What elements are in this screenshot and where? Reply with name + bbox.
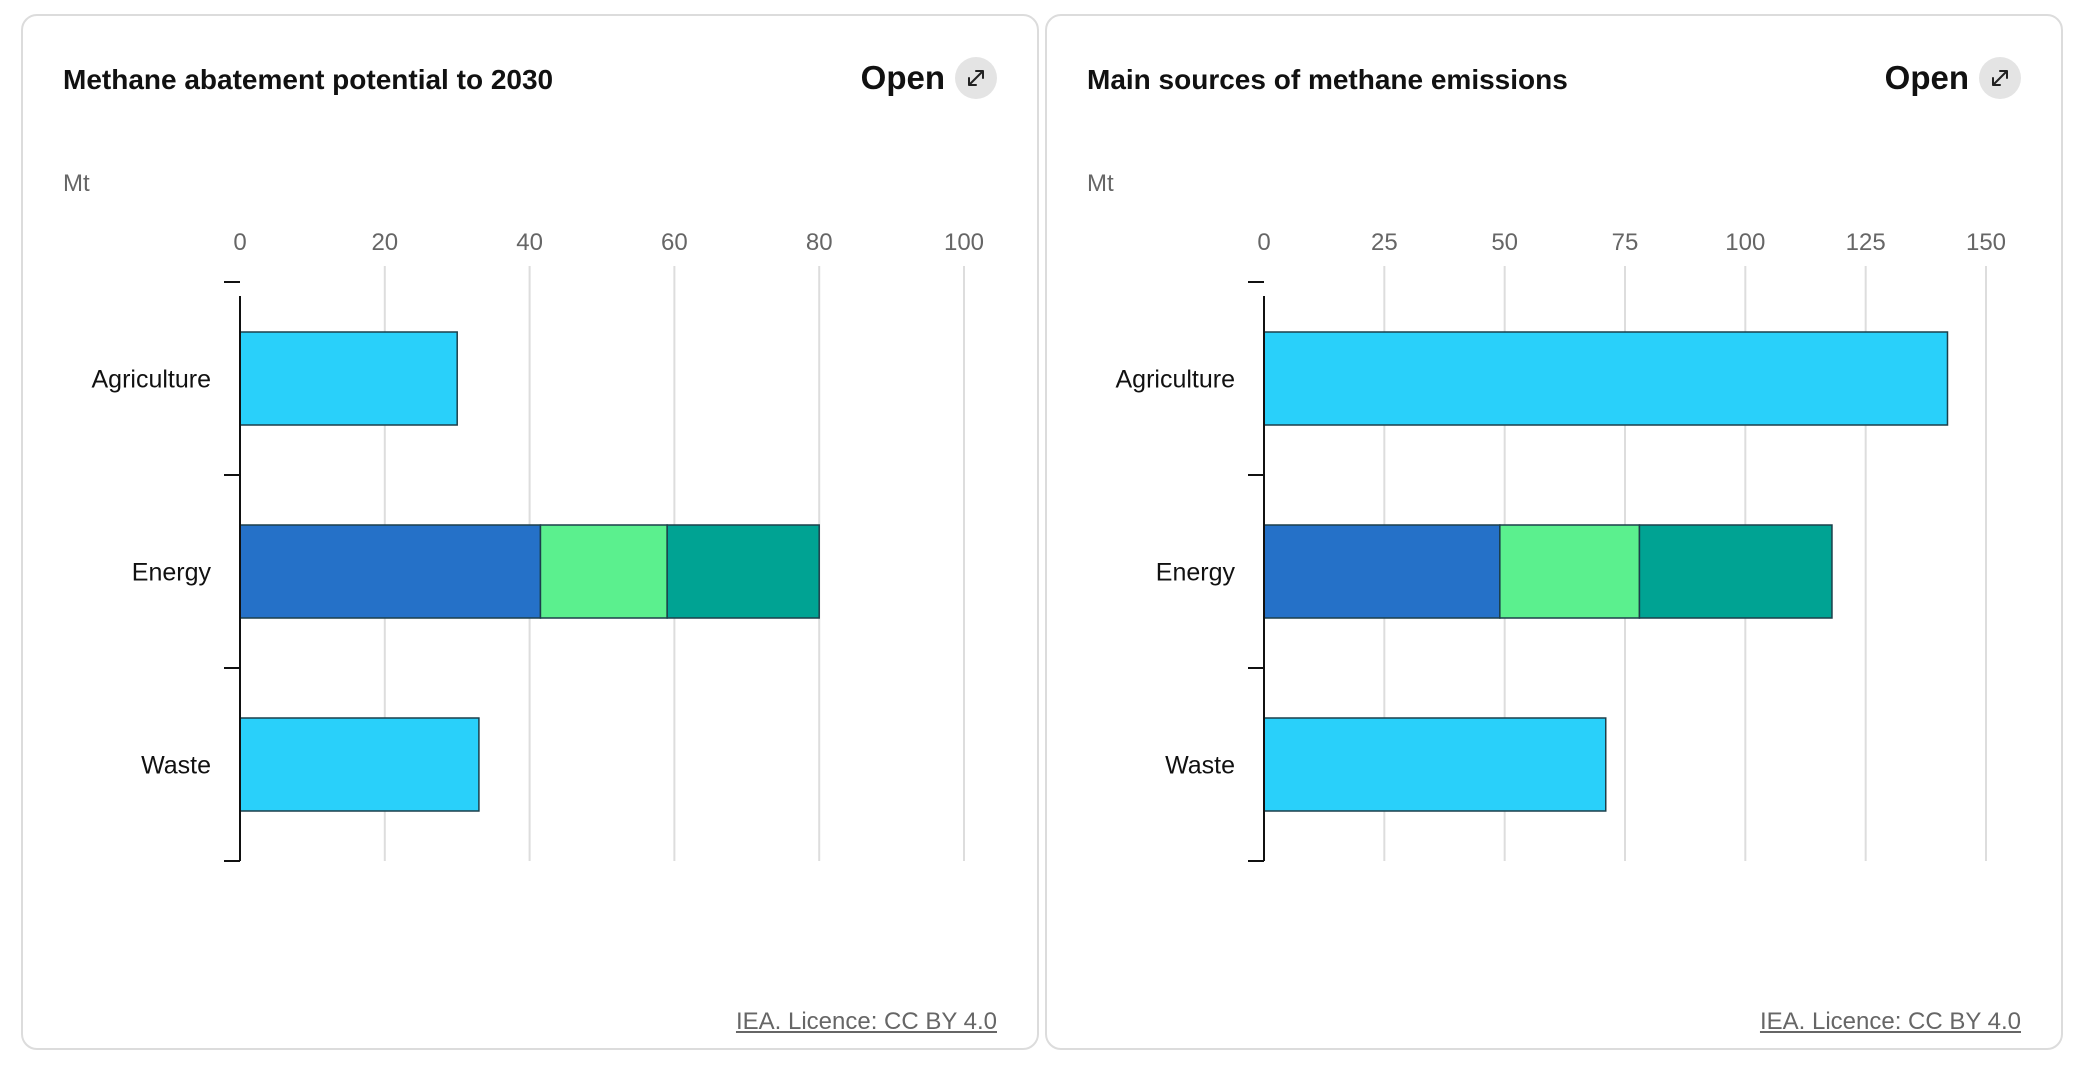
unit-label: Mt bbox=[63, 170, 90, 197]
bar-energy-segment-1 bbox=[1263, 524, 1501, 619]
expand-arrow-icon bbox=[1979, 57, 2021, 99]
y-category-label: Waste bbox=[1165, 752, 1235, 780]
x-tick-label: 50 bbox=[1491, 229, 1518, 256]
bar-waste-segment-1 bbox=[239, 717, 480, 812]
licence-link[interactable]: IEA. Licence: CC BY 4.0 bbox=[735, 1008, 997, 1035]
chart-card-sources: Main sources of methane emissions Open M… bbox=[1045, 14, 2063, 1050]
bar-agriculture-segment-1 bbox=[239, 331, 458, 426]
x-tick-label: 0 bbox=[1257, 229, 1270, 256]
y-category-label: Agriculture bbox=[92, 366, 212, 394]
bar-energy-segment-3 bbox=[666, 524, 820, 619]
x-tick-label: 20 bbox=[371, 229, 398, 256]
x-tick-label: 150 bbox=[1966, 229, 2006, 256]
licence-link[interactable]: IEA. Licence: CC BY 4.0 bbox=[1759, 1008, 2021, 1035]
open-button[interactable]: Open bbox=[1885, 56, 2021, 100]
bar-energy-segment-2 bbox=[539, 524, 668, 619]
x-tick-label: 125 bbox=[1846, 229, 1886, 256]
y-category-label: Agriculture bbox=[1116, 366, 1236, 394]
bar-energy-segment-3 bbox=[1638, 524, 1833, 619]
y-category-label: Energy bbox=[132, 559, 212, 587]
x-tick-label: 75 bbox=[1612, 229, 1639, 256]
chart-card-abatement: Methane abatement potential to 2030 Open… bbox=[21, 14, 1039, 1050]
open-label: Open bbox=[860, 59, 945, 96]
x-tick-label: 40 bbox=[516, 229, 543, 256]
open-button[interactable]: Open bbox=[861, 56, 997, 100]
x-tick-label: 100 bbox=[944, 229, 984, 256]
unit-label: Mt bbox=[1087, 170, 1114, 197]
bar-waste-segment-1 bbox=[1263, 717, 1607, 812]
expand-arrow-icon bbox=[955, 57, 997, 99]
bar-agriculture-segment-1 bbox=[1263, 331, 1949, 426]
card-title: Main sources of methane emissions bbox=[1087, 64, 1568, 95]
chart-abatement: 0 20 40 60 80 100 Agriculture Energy Waste bbox=[92, 229, 984, 862]
bar-energy-segment-1 bbox=[239, 524, 542, 619]
x-tick-label: 0 bbox=[233, 229, 246, 256]
open-label: Open bbox=[1884, 59, 1969, 96]
x-tick-label: 100 bbox=[1725, 229, 1765, 256]
x-tick-label: 25 bbox=[1371, 229, 1398, 256]
x-tick-label: 80 bbox=[806, 229, 833, 256]
chart-sources: 0 25 50 75 100 125 150 Agriculture Energy Waste bbox=[1116, 229, 2006, 862]
card-title: Methane abatement potential to 2030 bbox=[63, 64, 554, 95]
x-tick-label: 60 bbox=[661, 229, 688, 256]
y-category-label: Waste bbox=[141, 752, 211, 780]
y-category-label: Energy bbox=[1156, 559, 1236, 587]
bar-energy-segment-2 bbox=[1499, 524, 1641, 619]
